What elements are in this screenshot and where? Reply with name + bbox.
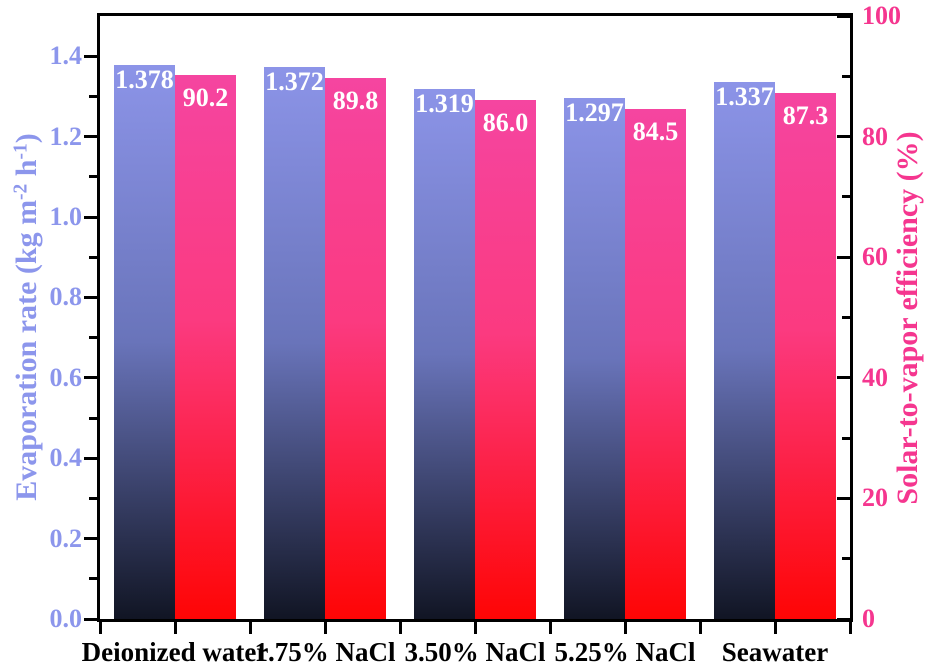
x-axis-tick <box>623 622 627 634</box>
right-axis-tick-label: 20 <box>862 483 888 513</box>
bar-value-label-efficiency: 90.2 <box>182 83 229 113</box>
x-axis-tick <box>398 622 402 634</box>
bar-evaporation-rate <box>114 65 175 619</box>
left-axis-major-tick <box>84 617 97 621</box>
bar-evaporation-rate <box>414 88 475 619</box>
left-axis-minor-tick <box>89 496 97 500</box>
right-axis-major-tick <box>837 135 850 139</box>
left-axis-minor-tick <box>89 255 97 259</box>
bar-value-label-efficiency: 84.5 <box>632 117 679 147</box>
bar-value-label-efficiency: 87.3 <box>782 100 829 130</box>
left-axis-major-tick <box>84 295 97 299</box>
x-axis-category-label: 1.75% NaCl <box>254 637 396 667</box>
left-axis-major-tick <box>84 376 97 380</box>
left-axis-major-tick <box>84 54 97 58</box>
x-axis-tick <box>473 622 477 634</box>
right-axis-minor-tick <box>842 316 850 319</box>
x-axis-tick <box>698 622 702 634</box>
left-axis-tick-label: 0.4 <box>49 443 83 473</box>
left-axis-major-tick <box>84 135 97 139</box>
x-axis-category-label: 5.25% NaCl <box>554 637 696 667</box>
left-axis-tick-label: 0.6 <box>49 362 83 392</box>
bar-value-label-efficiency: 89.8 <box>332 85 379 115</box>
right-axis-major-tick <box>837 255 850 259</box>
x-axis-tick <box>548 622 552 634</box>
right-axis-tick-label: 40 <box>862 362 888 392</box>
right-axis-title: Solar-to-vapor efficiency (%) <box>891 131 925 504</box>
bar-value-label-efficiency: 86.0 <box>482 108 529 138</box>
left-axis-minor-tick <box>89 94 97 98</box>
x-axis-category-label: 3.50% NaCl <box>404 637 546 667</box>
left-axis-minor-tick <box>89 336 97 340</box>
right-axis-major-tick <box>837 496 850 500</box>
x-axis-tick <box>248 622 252 634</box>
left-axis-title: Evaporation rate (kg m-2 h-1) <box>10 133 44 501</box>
bar-value-label-evaporation: 1.378 <box>115 65 174 95</box>
left-axis-minor-tick <box>89 175 97 179</box>
bar-value-label-evaporation: 1.337 <box>715 81 774 111</box>
right-axis-minor-tick <box>842 436 850 440</box>
x-axis-tick <box>848 622 852 634</box>
left-axis-tick-label: 0.8 <box>49 282 83 312</box>
bar-solar-to-vapor-efficiency <box>775 92 836 619</box>
left-axis-title-text: -2 <box>10 183 32 200</box>
bar-solar-to-vapor-efficiency <box>325 77 386 619</box>
left-axis-minor-tick <box>89 577 97 581</box>
right-axis-major-tick <box>837 376 850 380</box>
left-axis-minor-tick <box>89 416 97 420</box>
x-axis-tick <box>773 622 777 634</box>
left-axis-title-text: h <box>10 159 43 184</box>
right-axis-tick-label: 100 <box>862 1 901 30</box>
left-axis-major-tick <box>84 537 97 541</box>
right-axis-minor-tick <box>842 195 850 199</box>
bar-value-label-evaporation: 1.372 <box>265 67 324 97</box>
left-axis-tick-label: 0.2 <box>49 523 83 553</box>
right-axis-tick-label: 60 <box>862 242 888 272</box>
right-axis-major-tick <box>837 14 850 18</box>
bar-evaporation-rate <box>264 67 325 619</box>
left-axis-major-tick <box>84 456 97 460</box>
right-axis-tick-label: 80 <box>862 121 888 151</box>
x-axis-tick <box>173 622 177 634</box>
plot-frame <box>97 13 853 622</box>
right-axis-title-text: Solar-to-vapor efficiency (%) <box>891 131 924 505</box>
bar-solar-to-vapor-efficiency <box>625 109 686 619</box>
left-axis-title-text: ) <box>10 133 43 144</box>
right-axis-minor-tick <box>842 557 850 561</box>
right-axis-tick-label: 0 <box>862 604 875 633</box>
left-axis-title-text: -1 <box>10 143 32 160</box>
x-axis-category-label: Deionized water <box>81 637 269 667</box>
bar-solar-to-vapor-efficiency <box>475 100 536 619</box>
x-axis-tick <box>98 622 102 634</box>
right-axis-major-tick <box>837 617 850 621</box>
left-axis-major-tick <box>84 215 97 219</box>
left-axis-tick-label: 1.2 <box>49 121 83 151</box>
bar-evaporation-rate <box>714 81 775 619</box>
left-axis-tick-label: 0.0 <box>49 604 83 633</box>
bar-value-label-evaporation: 1.319 <box>415 88 474 118</box>
left-axis-tick-label: 1.0 <box>49 202 83 231</box>
right-axis-minor-tick <box>842 74 850 78</box>
bar-solar-to-vapor-efficiency <box>175 75 236 619</box>
x-axis-category-label: Seawater <box>721 637 829 667</box>
x-axis-tick <box>323 622 327 634</box>
bar-value-label-evaporation: 1.297 <box>565 97 624 127</box>
left-axis-tick-label: 1.4 <box>49 41 83 71</box>
left-axis-title-text: Evaporation rate (kg m <box>10 199 43 501</box>
bar-evaporation-rate <box>564 97 625 619</box>
